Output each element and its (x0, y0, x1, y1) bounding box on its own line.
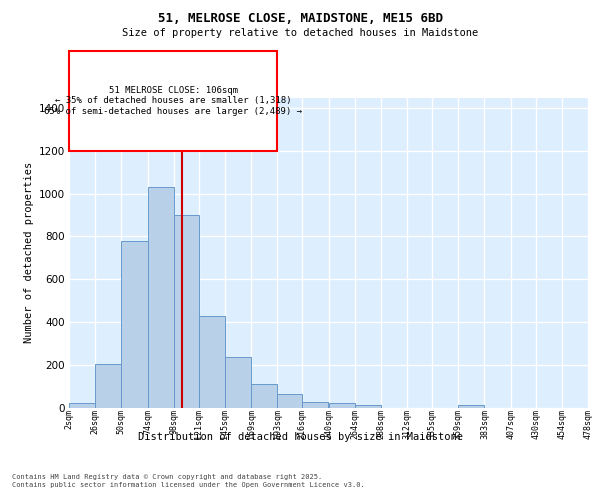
Bar (199, 316, 225, 408)
Bar (69, 403, 95, 407)
Bar (355, 406, 381, 407)
Bar (173, 215, 199, 408)
Bar (251, 384, 277, 407)
Text: Size of property relative to detached houses in Maidstone: Size of property relative to detached ho… (122, 28, 478, 38)
Text: 51 MELROSE CLOSE: 106sqm
← 35% of detached houses are smaller (1,318)
65% of sem: 51 MELROSE CLOSE: 106sqm ← 35% of detach… (44, 86, 302, 116)
Bar (277, 394, 302, 407)
Y-axis label: Number of detached properties: Number of detached properties (25, 162, 34, 343)
Bar (121, 240, 148, 408)
Bar (302, 402, 329, 407)
Bar (225, 358, 251, 408)
Text: 51, MELROSE CLOSE, MAIDSTONE, ME15 6BD: 51, MELROSE CLOSE, MAIDSTONE, ME15 6BD (157, 12, 443, 26)
Text: Contains HM Land Registry data © Crown copyright and database right 2025.
Contai: Contains HM Land Registry data © Crown c… (12, 474, 365, 488)
Text: Distribution of detached houses by size in Maidstone: Distribution of detached houses by size … (137, 432, 463, 442)
Bar (458, 406, 484, 407)
Bar (148, 188, 173, 408)
Bar (329, 403, 355, 407)
Bar (95, 364, 121, 408)
